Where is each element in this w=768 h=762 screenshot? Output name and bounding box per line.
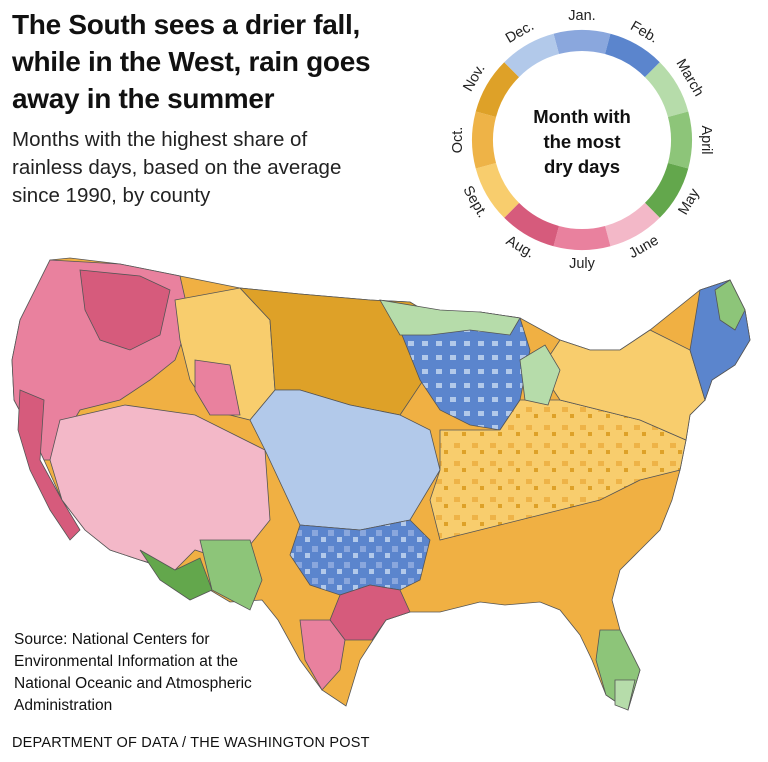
month-segment-may	[644, 163, 689, 218]
legend-center-line-2: the most	[543, 131, 620, 152]
month-segment-june	[605, 202, 660, 247]
us-county-map	[11, 257, 751, 711]
map-regions	[11, 257, 751, 711]
credit-line: DEPARTMENT OF DATA / THE WASHINGTON POST	[12, 735, 370, 751]
month-segment-sept	[475, 163, 520, 218]
month-segment-oct	[472, 111, 497, 169]
month-label-oct: Oct.	[450, 127, 466, 154]
region-florida-keys	[614, 679, 636, 711]
region-michigan	[519, 344, 561, 406]
month-segment-march	[644, 62, 689, 117]
month-ring-segments	[472, 29, 692, 250]
month-segment-april	[667, 111, 692, 169]
region-nw-interior	[79, 269, 171, 351]
region-southwest	[49, 404, 271, 571]
month-label-jan: Jan.	[568, 8, 595, 24]
subtitle: Months with the highest share of rainles…	[12, 128, 342, 207]
month-segment-july	[553, 225, 611, 250]
month-segment-dec	[504, 33, 559, 78]
month-legend-ring: Jan.Feb.MarchAprilMayJuneJulyAug.Sept.Oc…	[450, 8, 714, 272]
legend-center-line-1: Month with	[533, 106, 631, 127]
month-segment-feb	[605, 33, 660, 78]
month-label-july: July	[569, 256, 596, 272]
legend-center-line-3: dry days	[544, 156, 620, 177]
region-idaho-pink	[194, 359, 241, 416]
region-central-plains	[249, 389, 441, 531]
region-northern-plains	[238, 287, 441, 416]
region-southern-plains	[289, 519, 431, 596]
region-maine-green	[714, 279, 746, 331]
month-segment-aug	[504, 202, 559, 247]
region-lake-superior-green	[379, 299, 521, 336]
month-segment-jan	[553, 29, 611, 55]
region-northeast	[539, 329, 706, 441]
month-label-april: April	[698, 125, 714, 154]
month-segment-nov	[475, 62, 520, 117]
region-south-texas	[299, 619, 346, 691]
source-note: Source: National Centers for Environment…	[14, 631, 252, 714]
page-title: The South sees a drier fall, while in th…	[12, 9, 371, 114]
region-nm-april	[199, 539, 263, 611]
region-california-coast	[17, 389, 81, 541]
